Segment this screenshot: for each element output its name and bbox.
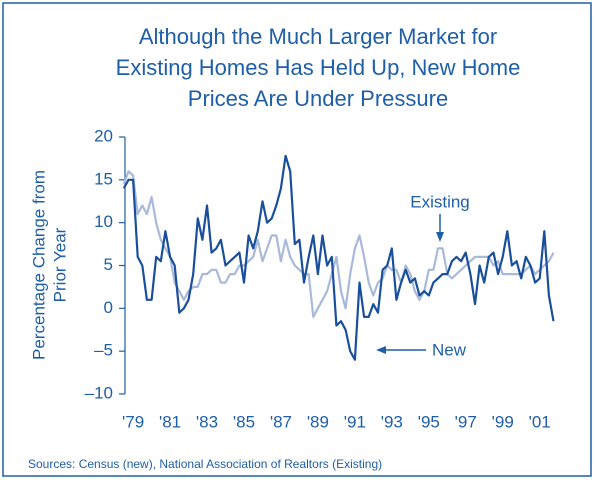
x-tick-label: '91 xyxy=(344,412,366,431)
x-tick-label: '79 xyxy=(122,412,144,431)
x-tick-label: '87 xyxy=(270,412,292,431)
x-tick-label: '81 xyxy=(159,412,181,431)
x-tick-label: '99 xyxy=(492,412,514,431)
y-tick-label: 15 xyxy=(94,169,113,188)
chart-title: Existing Homes Has Held Up, New Home xyxy=(116,55,521,80)
y-axis-label: Prior Year xyxy=(50,227,69,302)
x-tick-label: '85 xyxy=(233,412,255,431)
y-tick-label: 5 xyxy=(104,255,113,274)
y-tick-label: 0 xyxy=(104,298,113,317)
x-tick-label: '83 xyxy=(196,412,218,431)
y-tick-label: –5 xyxy=(94,341,113,360)
source-note: Sources: Census (new), National Associat… xyxy=(28,457,382,471)
x-tick-label: '89 xyxy=(307,412,329,431)
chart-title: Prices Are Under Pressure xyxy=(188,86,448,111)
series-label: Existing xyxy=(410,192,470,211)
x-tick-label: '01 xyxy=(529,412,551,431)
y-tick-label: 20 xyxy=(94,126,113,145)
x-tick-label: '97 xyxy=(455,412,477,431)
chart-title: Although the Much Larger Market for xyxy=(139,24,497,49)
annotation-arrowhead xyxy=(436,232,444,242)
y-tick-label: 10 xyxy=(94,212,113,231)
annotation-arrowhead xyxy=(376,346,386,354)
series-line xyxy=(122,154,555,361)
x-tick-label: '95 xyxy=(418,412,440,431)
y-axis-label: Percentage Change from xyxy=(29,170,48,360)
series-label: New xyxy=(432,340,467,359)
series-line xyxy=(122,170,555,318)
y-tick-label: –10 xyxy=(85,383,113,402)
x-tick-label: '93 xyxy=(381,412,403,431)
